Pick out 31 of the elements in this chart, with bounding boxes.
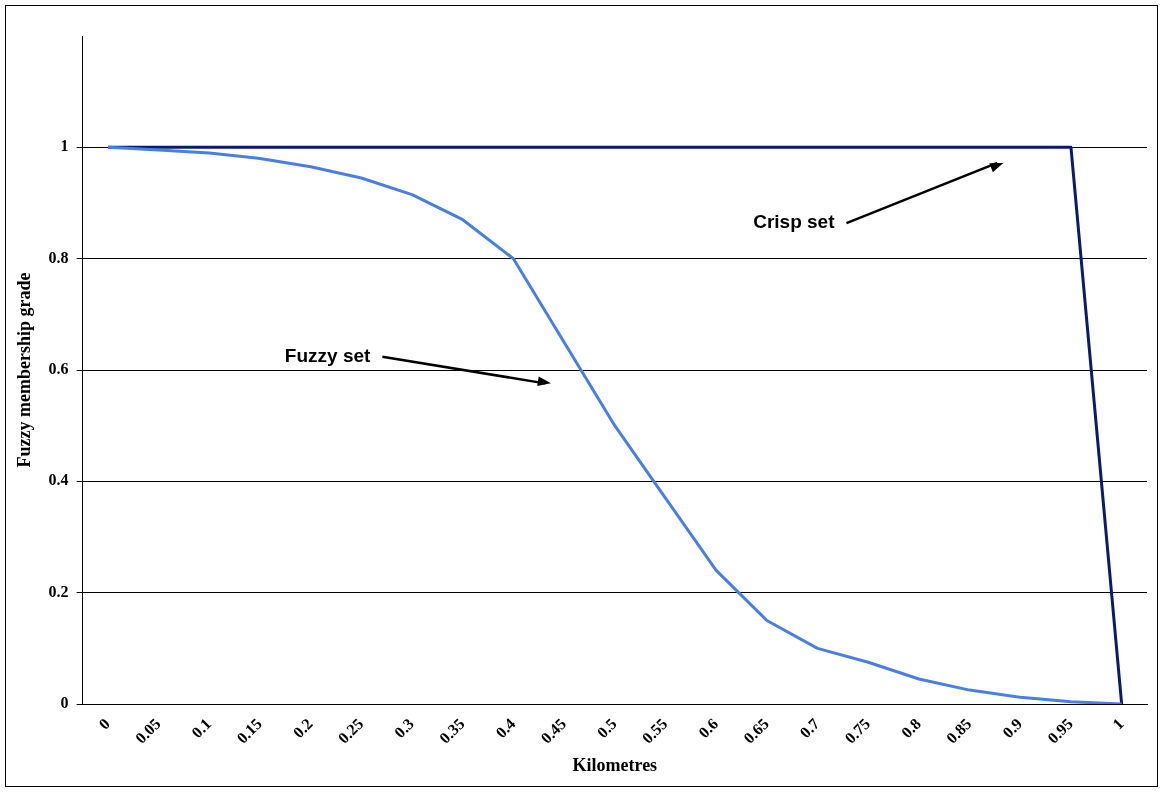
annotation: Fuzzy set xyxy=(284,344,372,366)
y-tick-label: 0.2 xyxy=(48,582,69,600)
x-tick-label: 0.2 xyxy=(289,714,316,741)
x-tick-label: 0.8 xyxy=(897,714,924,741)
y-tick-label: 0.4 xyxy=(48,471,69,489)
y-axis-title: Fuzzy membership grade xyxy=(14,272,35,468)
x-axis-title: Kilometres xyxy=(572,754,658,775)
x-tick-label: 0.4 xyxy=(492,714,519,741)
y-tick-label: 0.8 xyxy=(48,248,69,266)
x-tick-label: 0.7 xyxy=(796,714,823,741)
x-tick-label: 0.85 xyxy=(942,714,975,747)
x-tick-label: 0.95 xyxy=(1044,714,1077,747)
x-tick-label: 0.5 xyxy=(593,714,620,741)
x-tick-label: 0.45 xyxy=(537,714,570,747)
x-tick-label: 0.25 xyxy=(334,714,367,747)
x-tick-label: 0.05 xyxy=(131,714,164,747)
x-tick-label: 0.6 xyxy=(695,714,722,741)
x-tick-label: 0.55 xyxy=(638,714,671,747)
x-tick-label: 0 xyxy=(95,714,113,733)
x-tick-label: 0.9 xyxy=(999,714,1026,741)
x-tick-label: 0.15 xyxy=(233,714,266,747)
x-tick-label: 0.3 xyxy=(390,714,418,741)
x-tick-label: 0.1 xyxy=(188,714,215,741)
y-tick-label: 0.6 xyxy=(48,360,69,378)
x-tick-label: 0.75 xyxy=(841,714,874,747)
x-tick-label: 0.65 xyxy=(740,714,772,747)
x-tick-label: 0.35 xyxy=(435,714,468,747)
x-tick-label: 1 xyxy=(1109,714,1127,733)
annotation: Crisp set xyxy=(753,211,836,233)
y-tick-label: 1 xyxy=(60,137,69,155)
y-tick-label: 0 xyxy=(60,694,69,712)
